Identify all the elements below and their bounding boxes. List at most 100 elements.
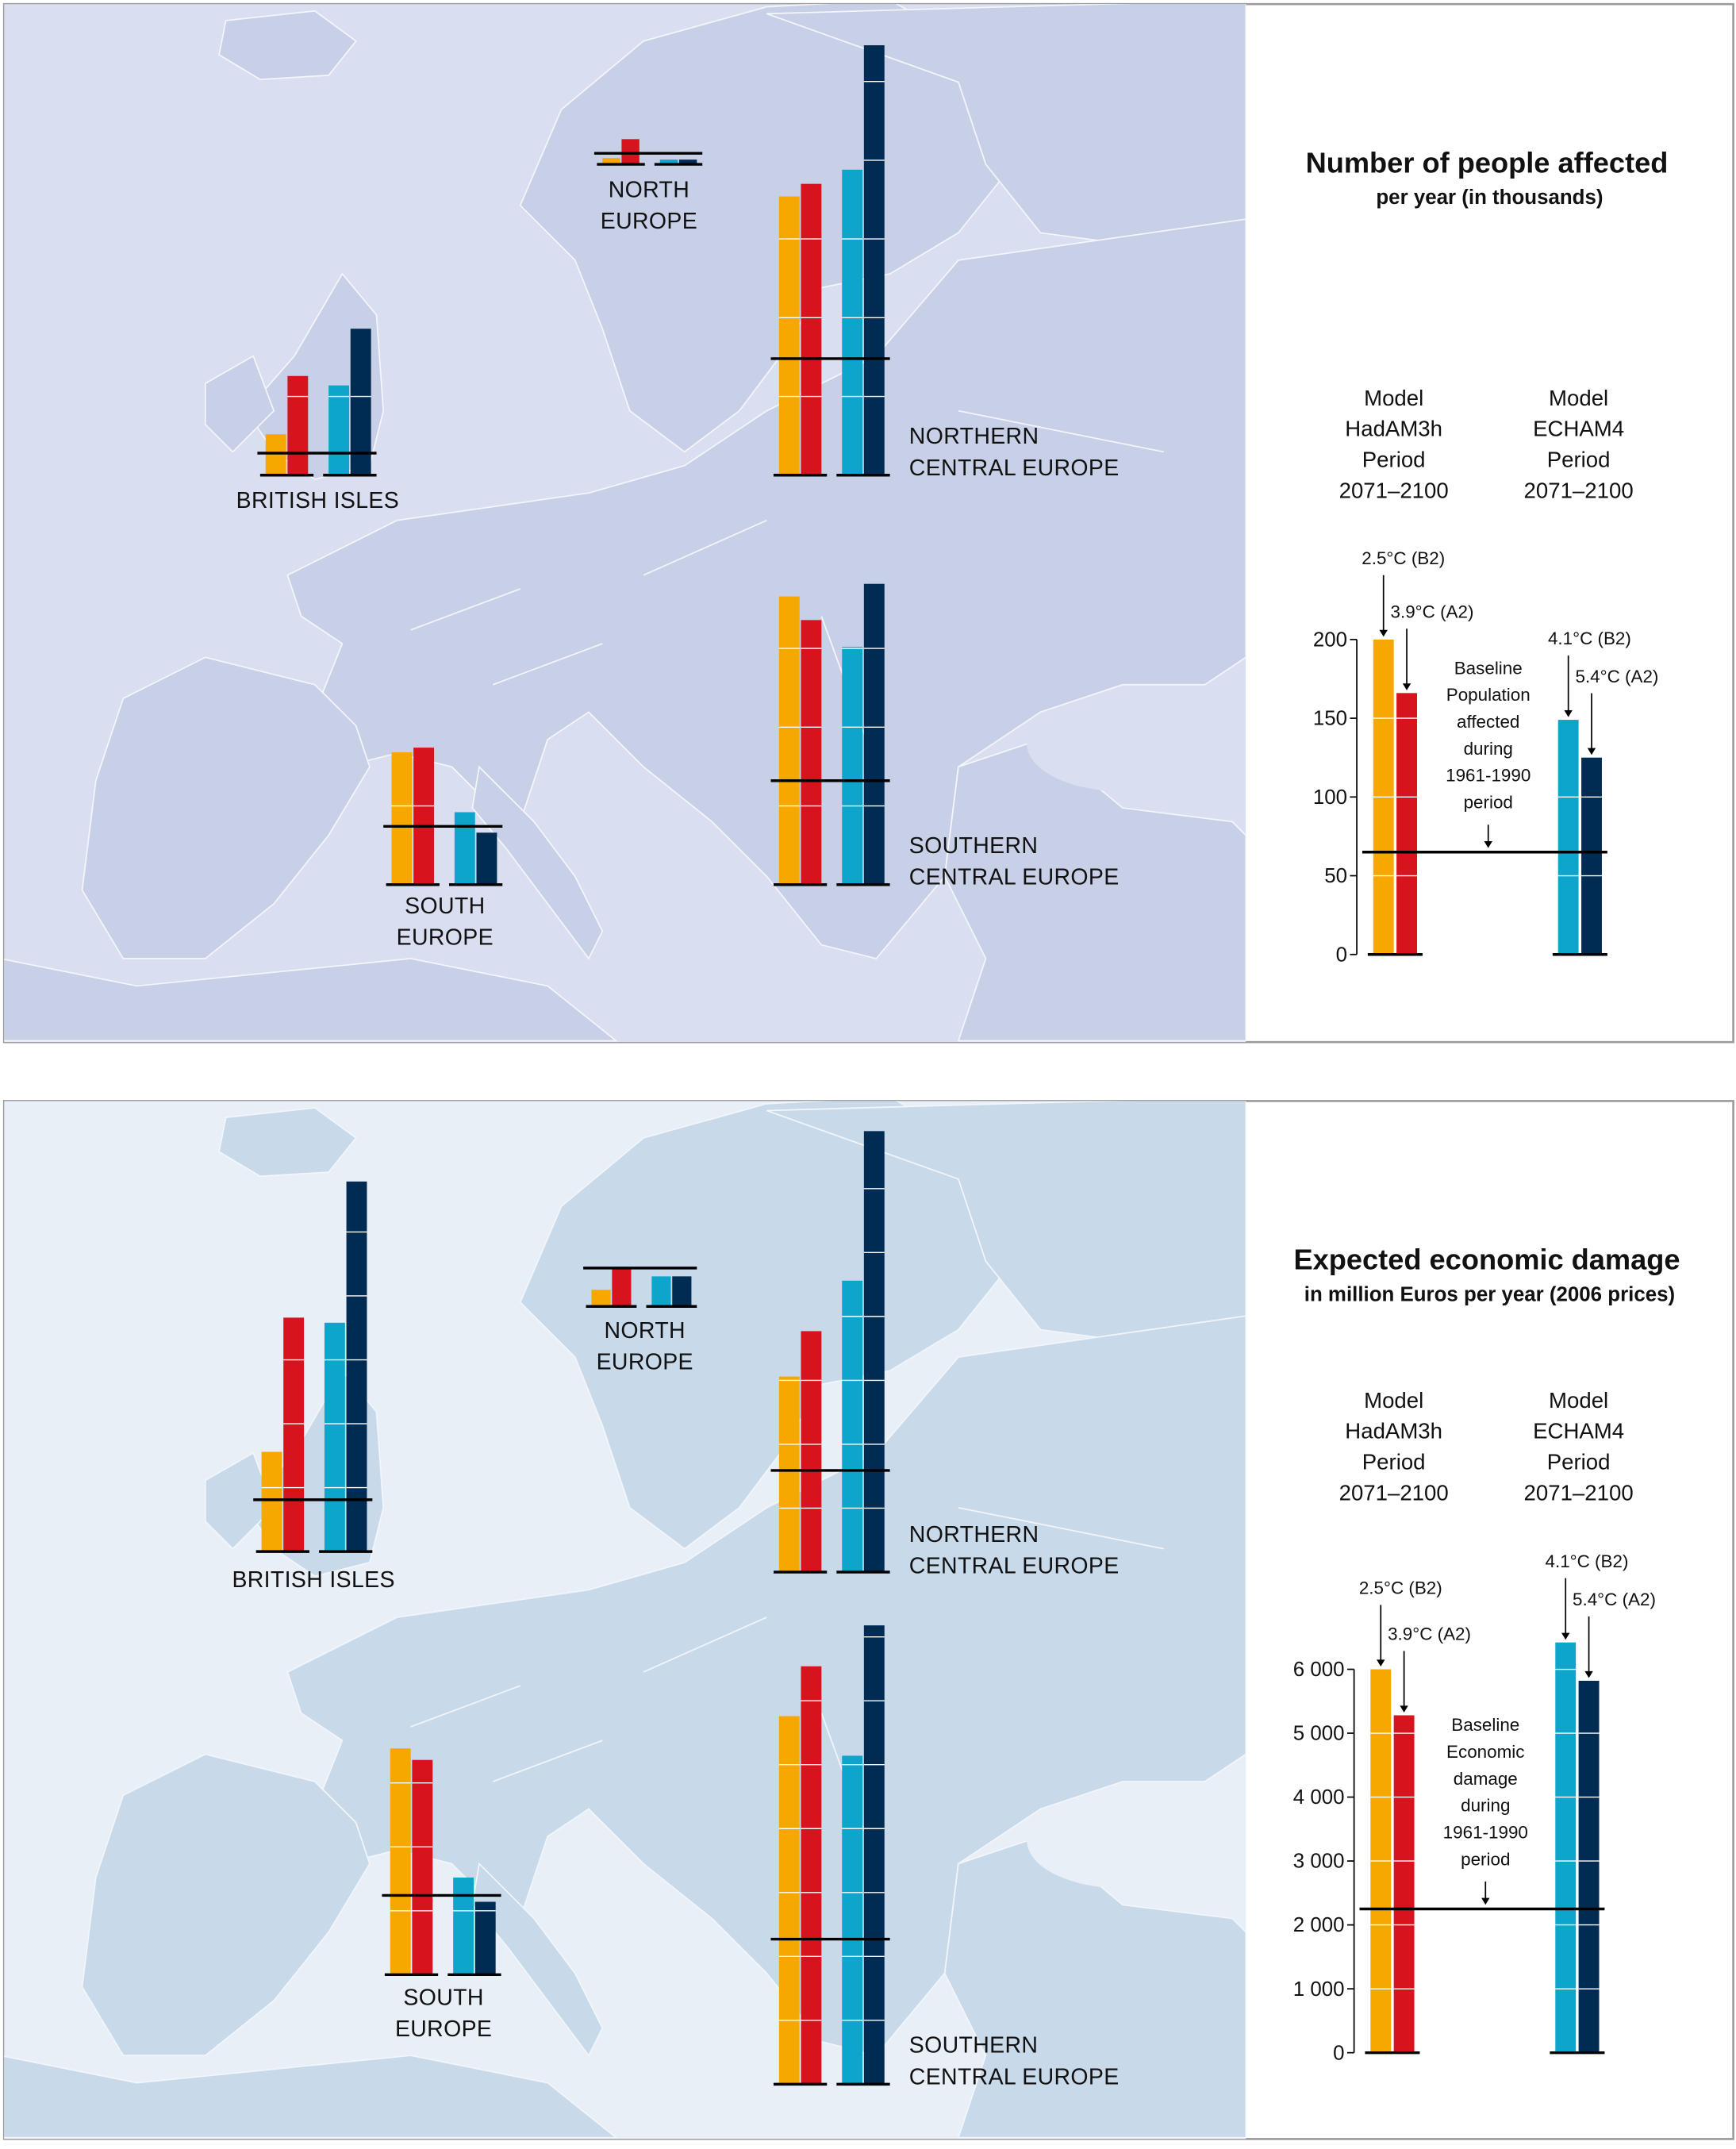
scenario-label: 4.1°C (B2) bbox=[1546, 1551, 1629, 1571]
region-chart: SOUTHERN CENTRAL EUROPE bbox=[770, 583, 1120, 890]
chart-subtitle: in million Euros per year (2006 prices) bbox=[1304, 1283, 1675, 1305]
baseline-label: Baseline bbox=[1454, 658, 1523, 678]
y-tick-label: 0 bbox=[1336, 944, 1347, 966]
bar bbox=[287, 375, 309, 475]
bar bbox=[863, 583, 885, 885]
region-label: SOUTH bbox=[405, 894, 485, 919]
scenario-label: 2.5°C (B2) bbox=[1359, 1578, 1442, 1598]
baseline-label: Population bbox=[1446, 685, 1531, 705]
land-mass bbox=[4, 958, 618, 1042]
bar bbox=[454, 812, 475, 885]
region-label: EUROPE bbox=[597, 1350, 693, 1375]
land-mass bbox=[519, 4, 1014, 453]
region-label: SOUTH bbox=[403, 1985, 483, 2010]
legend-bar bbox=[1557, 720, 1579, 955]
region-label: SOUTHERN bbox=[909, 833, 1039, 859]
region-chart: BRITISH ISLES bbox=[236, 329, 399, 513]
land-mass bbox=[204, 355, 275, 453]
scenario-label: 3.9°C (A2) bbox=[1388, 1624, 1471, 1644]
model-label: HadAM3h bbox=[1345, 1419, 1442, 1444]
baseline-label: during bbox=[1464, 739, 1513, 759]
arrow-head-icon bbox=[1481, 1897, 1490, 1905]
y-tick-label: 5 000 bbox=[1293, 1723, 1345, 1745]
region-label: NORTH bbox=[609, 177, 689, 202]
country-border bbox=[958, 409, 1164, 453]
europe-map bbox=[4, 4, 1246, 1043]
land-mass bbox=[4, 2055, 618, 2139]
bar bbox=[476, 832, 497, 885]
chart-title: Number of people affected bbox=[1306, 146, 1669, 179]
region-label: NORTH bbox=[605, 1318, 686, 1344]
panel-people-affected: NORTH EUROPE BRITISH ISLES NORTHERN CENTRAL … bbox=[2, 2, 1734, 1044]
arrow-head-icon bbox=[1377, 1659, 1385, 1667]
bar bbox=[842, 1280, 863, 1572]
land-mass bbox=[81, 656, 371, 959]
chart-title: Expected economic damage bbox=[1293, 1244, 1680, 1276]
region-chart: NORTHERN CENTRAL EUROPE bbox=[770, 1131, 1119, 1579]
country-border bbox=[410, 588, 521, 631]
bar bbox=[621, 139, 639, 165]
country-border bbox=[410, 1685, 521, 1728]
model-label: 2071–2100 bbox=[1524, 1480, 1634, 1505]
bar bbox=[261, 1451, 282, 1552]
region-label: EUROPE bbox=[397, 925, 494, 951]
bar bbox=[801, 1331, 822, 1572]
legend-bar bbox=[1578, 1681, 1600, 2053]
land-mass bbox=[218, 10, 357, 80]
region-label: CENTRAL EUROPE bbox=[909, 865, 1120, 890]
y-tick-label: 200 bbox=[1313, 629, 1347, 651]
bar bbox=[324, 1322, 345, 1552]
country-border bbox=[492, 1740, 603, 1782]
y-tick-label: 1 000 bbox=[1293, 1978, 1345, 2001]
arrow-head-icon bbox=[1400, 1705, 1408, 1713]
baseline-label: 1961-1990 bbox=[1443, 1822, 1528, 1842]
arrow-head-icon bbox=[1379, 629, 1388, 637]
land-mass bbox=[81, 1753, 371, 2056]
model-label: Model bbox=[1549, 386, 1608, 410]
y-tick-label: 3 000 bbox=[1293, 1851, 1345, 1873]
bar bbox=[778, 196, 800, 475]
region-label: CENTRAL EUROPE bbox=[909, 456, 1120, 481]
chart-subtitle: per year (in thousands) bbox=[1376, 186, 1603, 209]
black-sea bbox=[1027, 695, 1219, 792]
bar bbox=[283, 1317, 305, 1552]
model-label: Model bbox=[1364, 386, 1423, 410]
region-label: SOUTHERN bbox=[909, 2033, 1039, 2059]
y-tick-label: 4 000 bbox=[1293, 1786, 1345, 1809]
bar bbox=[842, 647, 863, 885]
arrow-head-icon bbox=[1561, 1632, 1570, 1640]
bar bbox=[672, 1276, 692, 1307]
land-mass bbox=[218, 1107, 357, 1178]
region-chart: NORTH EUROPE bbox=[583, 1267, 697, 1375]
arrow-head-icon bbox=[1587, 748, 1596, 755]
region-label: BRITISH ISLES bbox=[236, 488, 399, 513]
land-mass bbox=[519, 1101, 1014, 1550]
baseline-label: Baseline bbox=[1451, 1715, 1519, 1735]
bar bbox=[474, 1901, 496, 1975]
bar bbox=[863, 45, 885, 475]
y-tick-label: 100 bbox=[1313, 786, 1347, 809]
arrow-head-icon bbox=[1584, 1670, 1593, 1678]
arrow-head-icon bbox=[1484, 840, 1492, 848]
y-tick-label: 0 bbox=[1333, 2042, 1344, 2064]
bar bbox=[350, 329, 371, 475]
baseline-label: period bbox=[1464, 793, 1513, 813]
scenario-label: 5.4°C (A2) bbox=[1573, 1590, 1656, 1609]
region-label: EUROPE bbox=[601, 209, 697, 234]
bar bbox=[842, 1755, 863, 2085]
bar bbox=[801, 1666, 822, 2085]
bar bbox=[778, 1376, 800, 1572]
baseline-label: 1961-1990 bbox=[1446, 766, 1531, 786]
bar bbox=[391, 752, 413, 885]
region-chart: SOUTH EUROPE bbox=[382, 1748, 501, 2042]
model-label: Model bbox=[1364, 1388, 1423, 1413]
baseline-label: damage bbox=[1454, 1769, 1518, 1789]
legend-chart: 0 1 000 2 000 3 000 4 000 5 000 6 000 2.5°C (B2… bbox=[1293, 1551, 1656, 2065]
bar bbox=[801, 183, 822, 475]
bar bbox=[346, 1181, 367, 1552]
europe-map bbox=[4, 1101, 1246, 2139]
region-label: BRITISH ISLES bbox=[232, 1567, 394, 1593]
bar bbox=[612, 1269, 632, 1307]
land-mass bbox=[204, 1451, 275, 1550]
